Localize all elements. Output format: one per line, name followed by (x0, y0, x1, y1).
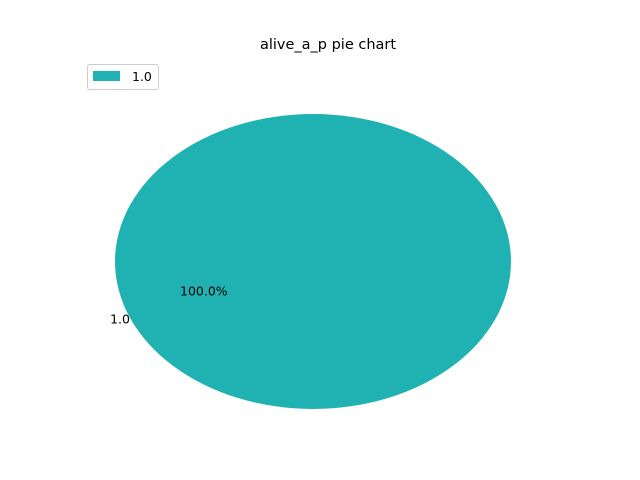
pie-slices (115, 114, 511, 409)
pie-slice (115, 114, 511, 409)
legend: 1.0 (87, 64, 159, 90)
pie-slice-labels: 100.0% 1.0 (110, 284, 228, 327)
legend-entries: 1.0 (93, 69, 152, 84)
pie-percent-label: 100.0% (180, 284, 228, 299)
legend-frame (87, 64, 159, 90)
legend-label: 1.0 (132, 69, 152, 84)
legend-swatch (93, 71, 120, 81)
pie-category-label: 1.0 (110, 311, 130, 326)
chart-title: alive_a_p pie chart (260, 37, 396, 53)
